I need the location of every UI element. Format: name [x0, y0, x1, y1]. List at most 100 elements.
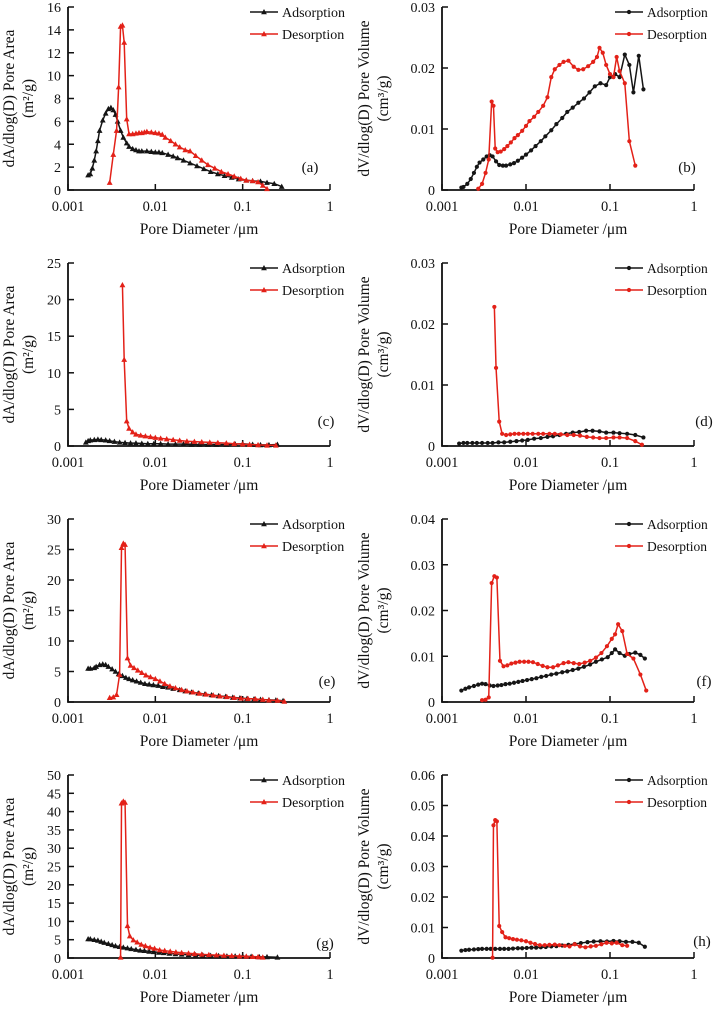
svg-text:10: 10	[47, 635, 61, 650]
svg-text:0: 0	[428, 184, 435, 199]
svg-text:dV/dlog(D) Pore Volume: dV/dlog(D) Pore Volume	[357, 20, 373, 176]
svg-text:0.03: 0.03	[411, 1, 436, 16]
svg-text:dV/dlog(D) Pore Volume: dV/dlog(D) Pore Volume	[357, 532, 373, 688]
svg-text:(g): (g)	[316, 936, 334, 952]
svg-text:(b): (b)	[678, 160, 696, 176]
svg-text:12: 12	[47, 47, 61, 62]
svg-text:25: 25	[47, 544, 61, 559]
svg-text:(cm³/g): (cm³/g)	[375, 844, 392, 890]
svg-text:0: 0	[428, 952, 435, 967]
svg-text:Pore Diameter /μm: Pore Diameter /μm	[509, 989, 628, 1006]
svg-text:0.06: 0.06	[411, 769, 436, 784]
svg-text:0.02: 0.02	[411, 318, 436, 333]
svg-text:Pore Diameter /μm: Pore Diameter /μm	[509, 477, 628, 494]
svg-text:0.01: 0.01	[513, 455, 538, 471]
svg-text:0.1: 0.1	[234, 199, 252, 215]
svg-text:0: 0	[54, 184, 61, 199]
svg-text:0.01: 0.01	[143, 967, 168, 983]
chart-panel-d: 0 0.01 0.02 0.03 0.001 0.01 0.1 1 Pore Diameter …	[357, 257, 713, 494]
svg-text:0.001: 0.001	[426, 455, 459, 471]
svg-text:0.02: 0.02	[411, 62, 436, 77]
svg-text:0.02: 0.02	[411, 891, 436, 906]
svg-text:(cm³/g): (cm³/g)	[375, 76, 392, 122]
svg-text:1: 1	[326, 455, 333, 471]
svg-text:16: 16	[47, 1, 61, 16]
svg-text:0.1: 0.1	[601, 967, 619, 983]
svg-text:0.01: 0.01	[411, 650, 436, 665]
svg-text:Adsorption: Adsorption	[647, 261, 708, 276]
svg-text:0.1: 0.1	[234, 455, 252, 471]
svg-text:0.001: 0.001	[52, 455, 85, 471]
svg-text:dV/dlog(D) Pore Volume: dV/dlog(D) Pore Volume	[357, 276, 373, 432]
svg-text:dA/dlog(D) Pore Area: dA/dlog(D) Pore Area	[1, 798, 18, 936]
svg-text:25: 25	[47, 861, 61, 876]
svg-text:Desorption: Desorption	[282, 28, 344, 43]
svg-text:Pore Diameter /μm: Pore Diameter /μm	[140, 477, 259, 494]
svg-text:Adsorption: Adsorption	[647, 517, 708, 532]
svg-text:(h): (h)	[693, 934, 711, 950]
svg-text:0.001: 0.001	[52, 967, 85, 983]
svg-text:Pore Diameter /μm: Pore Diameter /μm	[140, 221, 259, 238]
svg-text:0.01: 0.01	[143, 199, 168, 215]
svg-text:0: 0	[54, 440, 61, 455]
svg-text:0: 0	[54, 696, 61, 711]
svg-text:0.01: 0.01	[411, 123, 436, 138]
svg-text:1: 1	[326, 199, 333, 215]
svg-text:5: 5	[54, 934, 61, 949]
svg-text:0.001: 0.001	[426, 967, 459, 983]
svg-text:dA/dlog(D) Pore Area: dA/dlog(D) Pore Area	[1, 286, 18, 424]
svg-text:Pore Diameter /μm: Pore Diameter /μm	[509, 221, 628, 238]
svg-text:0.04: 0.04	[411, 513, 436, 528]
svg-text:45: 45	[47, 787, 61, 802]
svg-text:1: 1	[326, 967, 333, 983]
svg-text:Desorption: Desorption	[647, 795, 707, 810]
svg-text:Desorption: Desorption	[282, 540, 344, 555]
svg-text:(e): (e)	[319, 674, 336, 690]
svg-text:(cm³/g): (cm³/g)	[375, 588, 392, 634]
svg-text:14: 14	[47, 24, 61, 39]
svg-text:(m²/g): (m²/g)	[20, 79, 37, 118]
svg-text:Adsorption: Adsorption	[647, 5, 708, 20]
svg-text:20: 20	[47, 574, 61, 589]
svg-text:1: 1	[326, 711, 333, 727]
chart-panel-g: 0 5 10 15 20 25 30 35 40 45 50 0.001 0.01 0.1 1 Pore Di…	[1, 769, 345, 1006]
svg-text:(m²/g): (m²/g)	[20, 847, 37, 886]
svg-text:0.05: 0.05	[411, 800, 436, 815]
svg-text:Pore Diameter /μm: Pore Diameter /μm	[140, 733, 259, 750]
svg-text:1: 1	[690, 711, 697, 727]
svg-text:Desorption: Desorption	[282, 796, 344, 811]
svg-text:30: 30	[47, 842, 61, 857]
svg-text:0.1: 0.1	[234, 967, 252, 983]
svg-text:(f): (f)	[697, 674, 712, 690]
svg-text:35: 35	[47, 824, 61, 839]
svg-text:0.01: 0.01	[513, 199, 538, 215]
svg-text:0.1: 0.1	[601, 711, 619, 727]
svg-text:0.01: 0.01	[143, 455, 168, 471]
svg-text:30: 30	[47, 513, 61, 528]
svg-text:dA/dlog(D) Pore Area: dA/dlog(D) Pore Area	[1, 30, 18, 168]
svg-text:0.02: 0.02	[411, 605, 436, 620]
svg-text:6: 6	[54, 115, 61, 130]
svg-text:0.01: 0.01	[513, 967, 538, 983]
svg-text:Adsorption: Adsorption	[647, 773, 708, 788]
svg-text:10: 10	[47, 915, 61, 930]
svg-text:Adsorption: Adsorption	[282, 262, 345, 277]
svg-text:0: 0	[428, 440, 435, 455]
svg-text:Desorption: Desorption	[282, 284, 344, 299]
svg-text:0: 0	[428, 696, 435, 711]
svg-text:0.1: 0.1	[601, 455, 619, 471]
svg-text:0.001: 0.001	[52, 199, 85, 215]
svg-text:dA/dlog(D) Pore Area: dA/dlog(D) Pore Area	[1, 542, 18, 680]
svg-text:Pore Diameter /μm: Pore Diameter /μm	[509, 733, 628, 750]
svg-text:50: 50	[47, 769, 61, 784]
svg-text:1: 1	[690, 967, 697, 983]
svg-text:2: 2	[54, 161, 61, 176]
svg-text:20: 20	[47, 294, 61, 309]
svg-text:1: 1	[690, 455, 697, 471]
svg-text:0.03: 0.03	[411, 257, 436, 272]
svg-text:Desorption: Desorption	[647, 539, 707, 554]
chart-panel-h: 0 0.01 0.02 0.03 0.04 0.05 0.06 0.001 0.01 0.1 1 Po…	[357, 769, 711, 1006]
svg-text:(m²/g): (m²/g)	[20, 591, 37, 630]
svg-text:0.001: 0.001	[52, 711, 85, 727]
svg-text:15: 15	[47, 330, 61, 345]
